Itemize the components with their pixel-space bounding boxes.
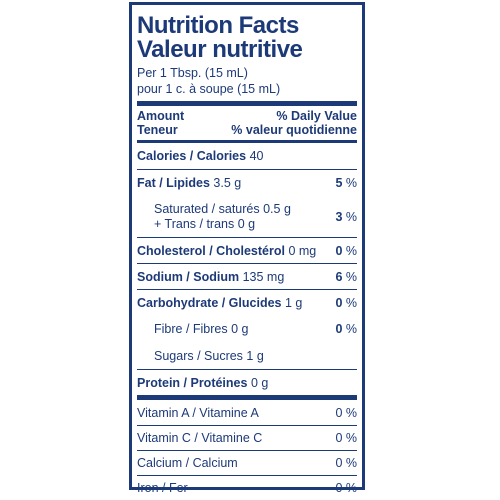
row-iron: Iron / Fer 0 %	[137, 475, 357, 500]
fat-dv-unit: %	[345, 176, 357, 190]
calories-value: 40	[249, 149, 264, 163]
carbohydrate-dv-unit: %	[345, 295, 357, 310]
sugars-amount: 1 g	[246, 349, 264, 363]
saturated-trans-dv: 3	[335, 209, 343, 224]
fat-amount: 3.5 g	[213, 176, 242, 190]
calcium-dv: 0 %	[335, 456, 357, 470]
fat-dv: 5	[335, 176, 343, 190]
amount-header: Amount Teneur	[137, 109, 184, 137]
amount-header-french: Teneur	[137, 123, 178, 137]
iron-dv: 0 %	[335, 481, 357, 495]
protein-label: Protein / Protéines	[137, 375, 248, 390]
fibre-dv: 0	[335, 322, 343, 336]
row-vitamin-c: Vitamin C / Vitamine C 0 %	[137, 425, 357, 450]
row-sugars: Sugars / Sucres 1 g	[137, 343, 357, 369]
sodium-amount: 135 mg	[242, 269, 285, 284]
fibre-label: Fibre / Fibres	[154, 322, 228, 336]
row-protein: Protein / Protéines 0 g	[137, 369, 357, 395]
daily-value-header-english: % Daily Value	[276, 109, 357, 123]
sodium-label: Sodium / Sodium	[137, 269, 240, 284]
cholesterol-dv-unit: %	[345, 243, 357, 258]
iron-label: Iron / Fer	[137, 481, 188, 495]
cholesterol-amount: 0 mg	[288, 243, 317, 258]
serving-size-english: Per 1 Tbsp. (15 mL)	[137, 66, 248, 80]
row-carbohydrate: Carbohydrate / Glucides 1 g 0 %	[137, 289, 357, 315]
calcium-label: Calcium / Calcium	[137, 456, 238, 470]
saturated-amount: 0.5 g	[263, 201, 291, 216]
row-calcium: Calcium / Calcium 0 %	[137, 450, 357, 475]
trans-amount: 0 g	[237, 216, 256, 231]
fibre-amount: 0 g	[231, 322, 249, 336]
row-sodium: Sodium / Sodium 135 mg 6 %	[137, 263, 357, 289]
thick-divider	[137, 101, 357, 106]
carbohydrate-dv: 0	[335, 295, 343, 310]
title-french: Valeur nutritive	[137, 36, 303, 63]
sugars-label: Sugars / Sucres	[154, 349, 243, 363]
serving-size-french: pour 1 c. à soupe (15 mL)	[137, 82, 281, 96]
daily-value-header-french: % valeur quotidienne	[231, 123, 357, 137]
column-header: Amount Teneur % Daily Value % valeur quo…	[137, 106, 357, 140]
saturated-label: Saturated / saturés	[154, 201, 260, 216]
vitamin-c-dv: 0 %	[335, 431, 357, 445]
carbohydrate-label: Carbohydrate / Glucides	[137, 295, 282, 310]
cholesterol-dv: 0	[335, 243, 343, 258]
daily-value-header: % Daily Value % valeur quotidienne	[231, 109, 357, 137]
trans-label: + Trans / trans	[154, 216, 235, 231]
title-english: Nutrition Facts	[137, 12, 299, 39]
fat-label: Fat / Lipides	[137, 176, 210, 190]
row-calories: Calories / Calories 40	[137, 143, 357, 169]
row-fibre: Fibre / Fibres 0 g 0 %	[137, 315, 357, 343]
medium-divider	[137, 140, 357, 143]
sodium-dv-unit: %	[345, 269, 357, 284]
fibre-dv-unit: %	[345, 322, 357, 336]
saturated-trans-dv-unit: %	[345, 209, 357, 224]
protein-amount: 0 g	[250, 375, 269, 390]
vitamin-a-dv: 0 %	[335, 405, 357, 420]
vitamin-a-label: Vitamin A / Vitamine A	[137, 405, 259, 420]
row-fat: Fat / Lipides 3.5 g 5 %	[137, 169, 357, 196]
row-saturated-trans: Saturated / saturés 0.5 g + Trans / tran…	[137, 196, 357, 237]
vitamin-c-label: Vitamin C / Vitamine C	[137, 431, 263, 445]
sodium-dv: 6	[335, 269, 343, 284]
thick-divider-vitamins	[137, 395, 357, 400]
calories-label: Calories / Calories	[137, 149, 247, 163]
row-cholesterol: Cholesterol / Cholestérol 0 mg 0 %	[137, 237, 357, 263]
cholesterol-label: Cholesterol / Cholestérol	[137, 243, 285, 258]
nutrition-facts-panel: Nutrition Facts Valeur nutritive Per 1 T…	[129, 2, 365, 495]
amount-header-english: Amount	[137, 109, 185, 123]
carbohydrate-amount: 1 g	[284, 295, 303, 310]
row-vitamin-a: Vitamin A / Vitamine A 0 %	[137, 400, 357, 425]
